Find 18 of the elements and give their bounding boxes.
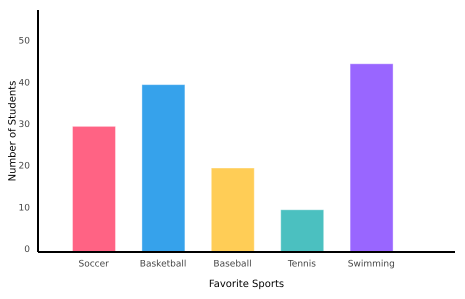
x-tick-label: Soccer	[78, 259, 110, 270]
y-axis-title: Number of Students	[8, 80, 19, 182]
x-tick-label: Swimming	[348, 259, 395, 270]
bar	[72, 126, 116, 252]
bar	[142, 84, 185, 252]
bar	[350, 64, 394, 252]
bar	[211, 168, 254, 252]
x-tick-label: Baseball	[213, 259, 252, 270]
x-axis-title: Favorite Sports	[208, 279, 284, 290]
y-tick-label: 20	[18, 162, 30, 172]
y-tick-label: 30	[18, 120, 30, 130]
x-tick-label: Basketball	[140, 259, 186, 270]
y-tick-label: 0	[24, 245, 30, 256]
y-tick-label: 10	[18, 203, 30, 214]
y-tick-label: 50	[18, 36, 30, 47]
y-tick-label: 40	[18, 78, 30, 88]
x-tick-label: Tennis	[286, 259, 316, 270]
bar	[280, 210, 324, 252]
